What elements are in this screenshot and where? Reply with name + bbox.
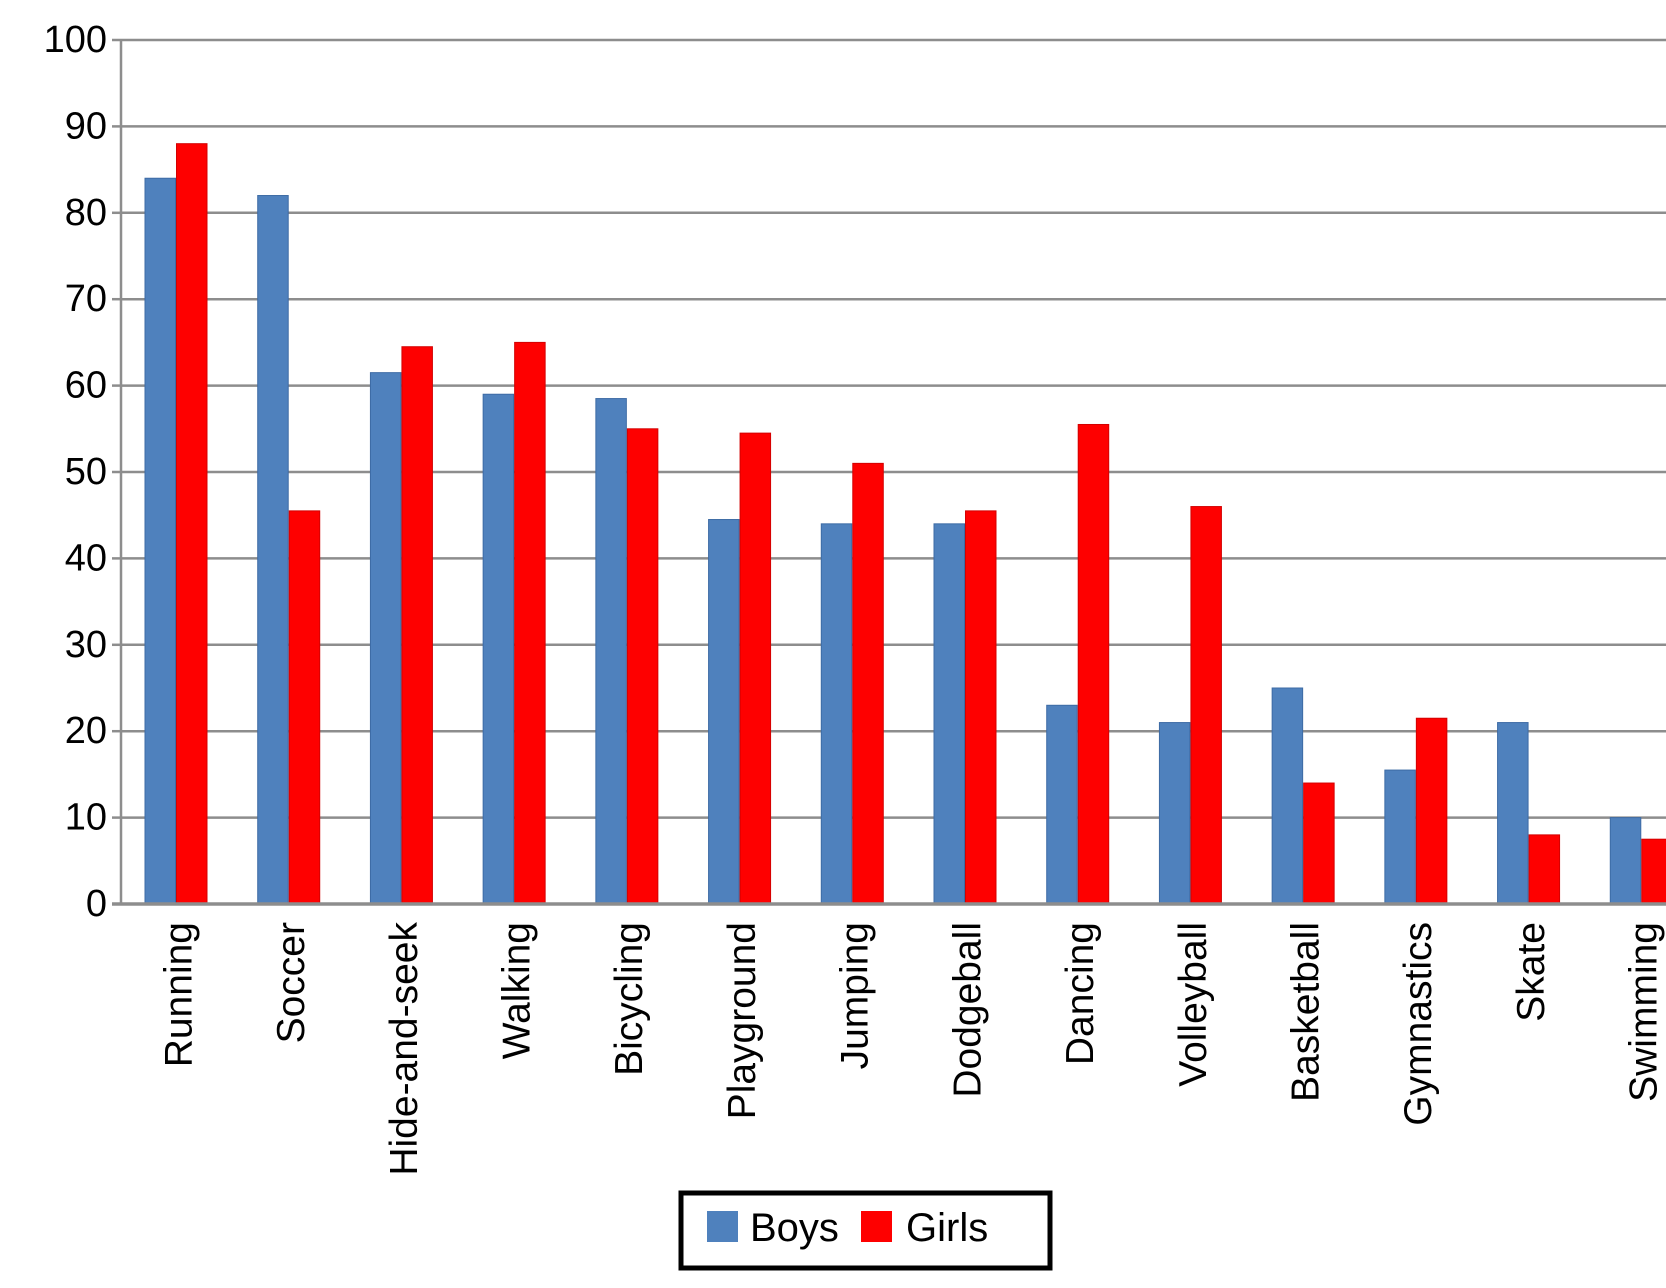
bar-boys-soccer [257,195,289,905]
legend-swatch-boys [707,1211,738,1242]
bar-boys-running [144,177,176,905]
bar-girls-gymnastics [1415,717,1448,905]
category-label: Walking [496,922,539,1059]
category-label: Bicycling [608,922,651,1076]
bar-girls-dancing [1077,423,1110,905]
y-axis-label: 40 [65,537,107,579]
legend-label-girls: Girls [906,1206,988,1250]
bar-girls-bicycling [626,428,659,905]
y-axis-label: 30 [65,624,107,666]
bar-girls-dodgeball [965,510,997,905]
y-axis-label: 60 [65,365,107,407]
grouped-bar-chart: 0 10 20 30 40 50 60 70 80 90 100 Running Soccer Hide-… [40,16,1666,1272]
y-axis-label: 50 [65,451,107,493]
legend-swatch-girls [861,1211,892,1242]
bar-boys-hide-and-seek [369,372,402,905]
category-label: Dancing [1059,922,1102,1065]
category-label: Swimming [1623,922,1666,1102]
bar-girls-volleyball [1190,506,1222,905]
category-label: Skate [1510,922,1553,1022]
bar-girls-swimming [1641,838,1666,905]
bar-boys-playground [708,519,740,905]
y-axis-label: 100 [44,19,107,61]
y-axis-label: 10 [65,797,107,839]
bar-boys-basketball [1271,687,1304,905]
bar-girls-running [176,143,208,905]
bar-boys-volleyball [1158,722,1191,905]
bar-girls-walking [514,341,546,905]
bar-boys-dodgeball [933,523,965,905]
category-label: Basketball [1285,922,1328,1102]
y-axis-label: 20 [65,710,107,752]
y-axis-label: 70 [65,278,107,320]
category-label: Playground [721,922,764,1119]
bar-boys-bicycling [595,398,627,905]
category-label: Soccer [270,922,313,1043]
category-label: Jumping [834,922,877,1069]
y-axis-label: 80 [65,192,107,234]
bar-girls-jumping [852,462,884,905]
bar-boys-jumping [820,523,853,905]
bar-girls-skate [1528,834,1561,905]
y-axis-label: 0 [86,883,107,925]
bar-girls-hide-and-seek [401,346,433,905]
y-axis-label: 90 [65,105,107,147]
bar-boys-skate [1497,722,1529,905]
category-label: Volleyball [1172,922,1215,1087]
category-label: Running [157,922,200,1067]
category-label: Dodgeball [946,922,989,1098]
category-label: Hide-and-seek [383,922,426,1176]
bar-boys-dancing [1046,704,1078,905]
bar-boys-swimming [1609,817,1642,905]
bar-girls-soccer [288,510,321,905]
bar-boys-walking [482,393,515,905]
bar-girls-basketball [1303,782,1335,905]
legend-label-boys: Boys [750,1206,839,1250]
chart-canvas: 0 10 20 30 40 50 60 70 80 90 100 Running Soccer Hide-… [40,16,1666,1272]
category-label: Gymnastics [1397,922,1440,1126]
bar-girls-playground [739,432,772,905]
bar-boys-gymnastics [1384,769,1416,905]
